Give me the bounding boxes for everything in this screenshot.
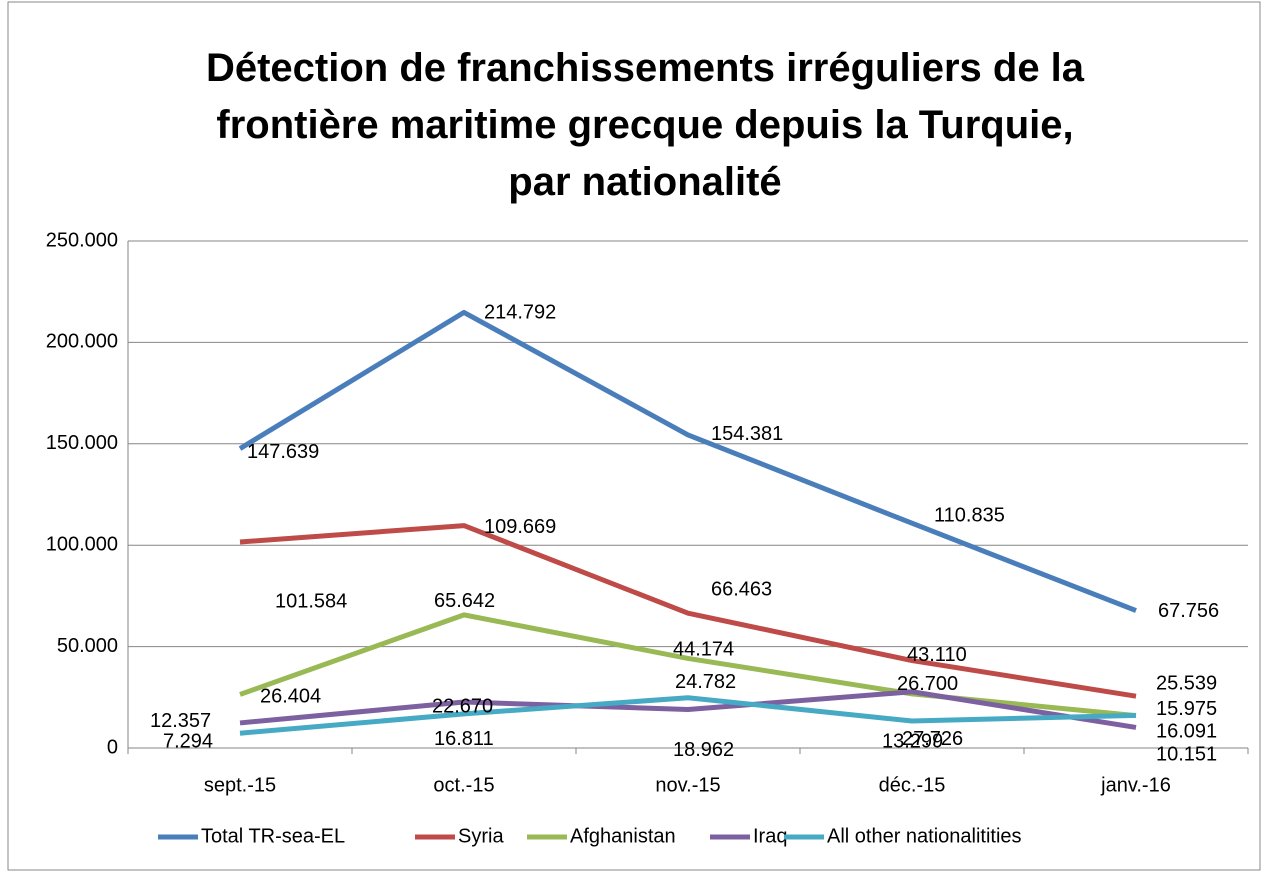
x-tick-label: sept.-15 [204,774,276,796]
y-tick-label: 150.000 [46,432,118,454]
data-label: 16.091 [1156,721,1217,743]
x-tick-label: janv.-16 [1100,774,1171,796]
x-tick-label: déc.-15 [879,774,946,796]
series-line [239,523,1137,699]
data-label: 66.463 [711,578,772,600]
y-tick-label: 100.000 [46,533,118,555]
data-label: 109.669 [484,516,556,538]
data-label: 214.792 [484,302,556,324]
chart-border [7,1,1261,871]
data-label: 101.584 [275,590,347,612]
legend-label: Syria [458,825,504,847]
series-line [238,309,1137,613]
data-label: 43.110 [907,644,967,666]
y-tick-label: 250.000 [46,229,118,251]
data-label: 65.642 [434,590,495,612]
data-label: 16.811 [434,728,494,750]
y-tick-label: 200.000 [46,331,118,353]
data-label: 67.756 [1158,600,1219,622]
data-label: 24.782 [675,671,736,693]
legend-label: Afghanistan [570,825,676,847]
data-label: 26.404 [260,686,321,708]
series-line [239,612,1137,719]
data-label: 27.726 [902,728,963,750]
series-line [239,695,1137,736]
data-label: 12.357 [150,710,211,732]
series-line [239,689,1137,730]
x-tick-label: oct.-15 [433,774,494,796]
data-label: 18.962 [673,739,734,761]
x-tick-label: nov.-15 [655,774,720,796]
data-label: 15.975 [1156,698,1217,720]
data-label: 44.174 [673,639,734,661]
data-label: 22.670 [432,695,493,717]
data-label: 13.299 [882,730,943,752]
y-tick-label: 0 [107,736,118,758]
data-label: 147.639 [247,441,319,463]
data-label: 10.151 [1156,744,1217,766]
y-tick-label: 50.000 [57,635,118,657]
legend-label: All other nationalitities [827,825,1022,847]
chart-title: Détection de franchissements irréguliers… [205,46,1085,204]
legend-label: Iraq [753,825,787,847]
data-label: 110.835 [934,505,1005,527]
data-label: 26.700 [897,673,958,695]
data-label: 25.539 [1156,672,1217,694]
data-label: 154.381 [711,423,783,445]
data-label: 7.294 [163,730,213,752]
legend-label: Total TR-sea-EL [201,825,345,847]
